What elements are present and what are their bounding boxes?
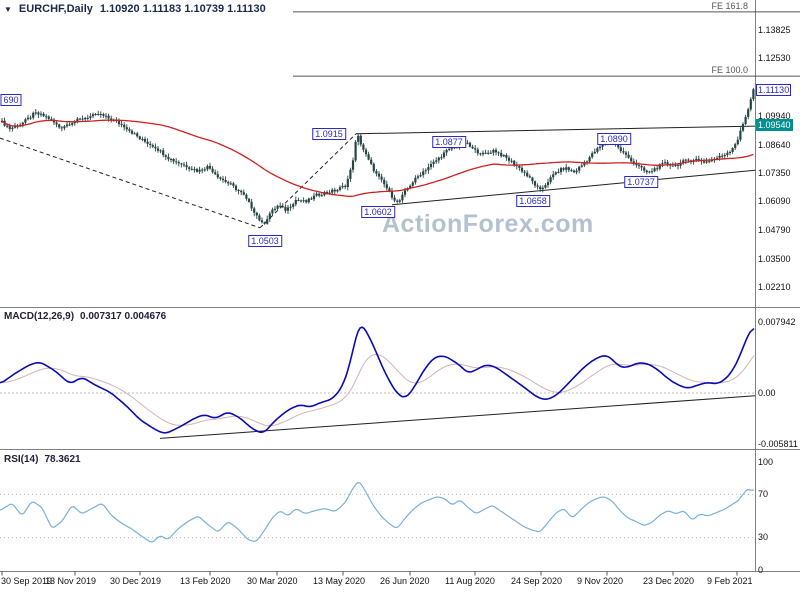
date-axis-label: 13 Feb 2020 (180, 576, 231, 586)
watermark: ActionForex.com (382, 210, 594, 238)
macd-axis-label: 0.00 (758, 387, 776, 398)
date-axis-label: 24 Sep 2020 (511, 576, 563, 586)
rsi-indicator-label: RSI(14) (4, 454, 39, 465)
price-axis-label: 1.13825 (758, 24, 791, 35)
chart-header: ▼ EURCHF,Daily 1.10920 1.11183 1.10739 1… (4, 3, 266, 15)
price-tag: 1.11130 (756, 83, 792, 96)
price-axis-label: 1.02210 (758, 282, 791, 293)
swing-price-label: 1.0602 (361, 206, 395, 219)
rsi-indicator-values: 78.3621 (44, 454, 81, 465)
swing-price-label: 1.0877 (432, 136, 466, 149)
date-axis-label: 26 Jun 2020 (380, 576, 430, 586)
macd-panel-header: MACD(12,26,9) 0.007317 0.004676 (4, 311, 166, 322)
rsi-panel-header: RSI(14) 78.3621 (4, 454, 81, 465)
fib-extension-label: FE 100.0 (711, 65, 748, 76)
swing-price-label: 1.0890 (597, 133, 631, 146)
rsi-axis-label: 30 (758, 532, 769, 543)
rsi-axis-label: 70 (758, 488, 769, 499)
symbol-marker-icon: ▼ (4, 4, 12, 14)
price-tag: 1.09540 (756, 119, 793, 132)
price-axis-label: 1.04790 (758, 225, 791, 236)
price-axis-label: 1.12530 (758, 53, 791, 64)
fib-extension-label: FE 161.8 (711, 0, 748, 11)
date-axis-label: 13 Nov 2019 (45, 576, 97, 586)
price-axis-label: 1.07350 (758, 168, 791, 179)
swing-price-label: 1.0737 (624, 176, 658, 189)
swing-price-label: 1.0915 (312, 127, 346, 140)
date-axis-label: 9 Feb 2021 (707, 576, 753, 586)
date-axis-label: 23 Dec 2020 (643, 576, 695, 586)
swing-price-label: 1.0503 (248, 235, 282, 248)
price-axis-label: 1.09940 (758, 110, 791, 121)
price-axis-label: 1.08640 (758, 139, 791, 150)
macd-axis-label: 0.007942 (758, 316, 796, 327)
rsi-axis-label: 0 (758, 564, 764, 575)
symbol-timeframe-label: EURCHF,Daily (18, 3, 93, 15)
price-axis-label: 1.03500 (758, 253, 791, 264)
price-axis-label: 1.06090 (758, 196, 791, 207)
macd-indicator-values: 0.007317 0.004676 (80, 311, 167, 322)
date-axis-label: 30 Sep 2019 (1, 576, 53, 586)
rsi-axis-label: 100 (758, 456, 774, 467)
macd-indicator-label: MACD(12,26,9) (4, 311, 75, 322)
date-axis-label: 11 Aug 2020 (445, 576, 495, 586)
date-axis-label: 9 Nov 2020 (577, 576, 624, 586)
date-axis-label: 30 Dec 2019 (110, 576, 162, 586)
date-axis-label: 30 Mar 2020 (247, 576, 298, 586)
macd-axis-label: -0.005811 (758, 439, 798, 450)
swing-price-label: 1.0658 (516, 194, 550, 207)
swing-price-label: 690 (0, 93, 22, 106)
ohlc-values: 1.10920 1.11183 1.10739 1.11130 (99, 3, 266, 15)
date-axis-label: 13 May 2020 (313, 576, 366, 586)
